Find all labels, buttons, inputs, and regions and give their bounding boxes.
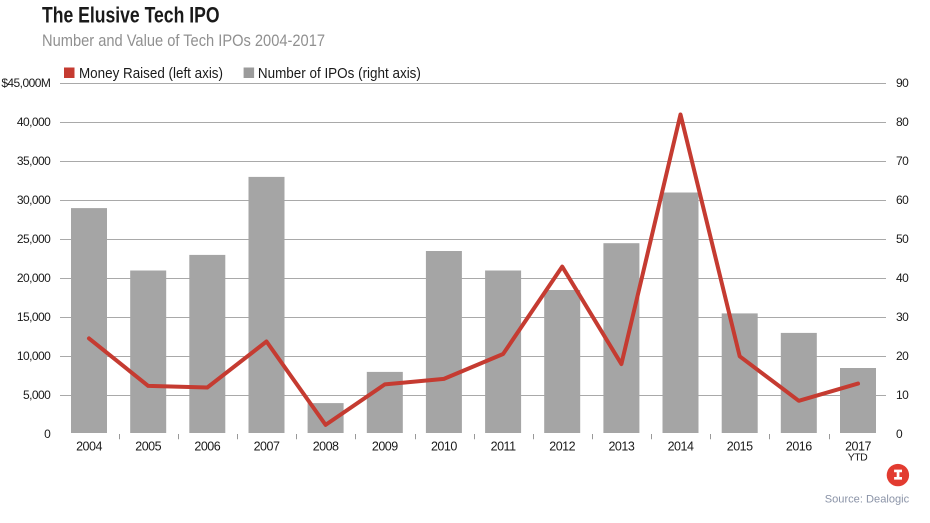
svg-text:70: 70: [896, 154, 909, 168]
svg-text:Source: Dealogic: Source: Dealogic: [825, 494, 910, 506]
svg-text:Number of IPOs (right axis): Number of IPOs (right axis): [258, 65, 421, 82]
svg-text:Money Raised (left axis): Money Raised (left axis): [79, 65, 223, 82]
svg-text:Number and Value of Tech IPOs: Number and Value of Tech IPOs 2004-2017: [42, 31, 325, 50]
svg-text:60: 60: [896, 193, 909, 207]
svg-text:2005: 2005: [135, 439, 161, 453]
svg-text:20,000: 20,000: [17, 271, 51, 285]
svg-text:10,000: 10,000: [17, 349, 51, 363]
svg-text:0: 0: [44, 427, 51, 441]
svg-text:40,000: 40,000: [17, 115, 51, 129]
svg-text:80: 80: [896, 115, 909, 129]
svg-text:5,000: 5,000: [23, 388, 51, 402]
svg-text:2004: 2004: [76, 439, 102, 453]
svg-text:30,000: 30,000: [17, 193, 51, 207]
svg-text:15,000: 15,000: [17, 310, 51, 324]
svg-text:25,000: 25,000: [17, 232, 51, 246]
svg-text:2016: 2016: [786, 439, 812, 453]
svg-text:2007: 2007: [254, 439, 280, 453]
svg-text:10: 10: [896, 388, 909, 402]
svg-text:2006: 2006: [194, 439, 220, 453]
svg-text:2015: 2015: [727, 439, 753, 453]
svg-text:35,000: 35,000: [17, 154, 51, 168]
svg-text:2011: 2011: [491, 439, 516, 453]
svg-text:2010: 2010: [431, 439, 457, 453]
svg-text:2008: 2008: [313, 439, 339, 453]
svg-text:50: 50: [896, 232, 909, 246]
svg-text:0: 0: [896, 427, 903, 441]
svg-text:The Elusive Tech IPO: The Elusive Tech IPO: [42, 3, 220, 28]
svg-text:40: 40: [896, 271, 909, 285]
svg-text:$45,000M: $45,000M: [1, 76, 51, 90]
svg-text:20: 20: [896, 349, 909, 363]
svg-text:2009: 2009: [372, 439, 398, 453]
svg-text:2014: 2014: [668, 439, 694, 453]
svg-text:90: 90: [896, 76, 909, 90]
svg-text:YTD: YTD: [848, 452, 868, 464]
svg-text:2017: 2017: [845, 439, 871, 453]
svg-text:2013: 2013: [608, 439, 634, 453]
svg-text:2012: 2012: [549, 439, 575, 453]
svg-text:30: 30: [896, 310, 909, 324]
